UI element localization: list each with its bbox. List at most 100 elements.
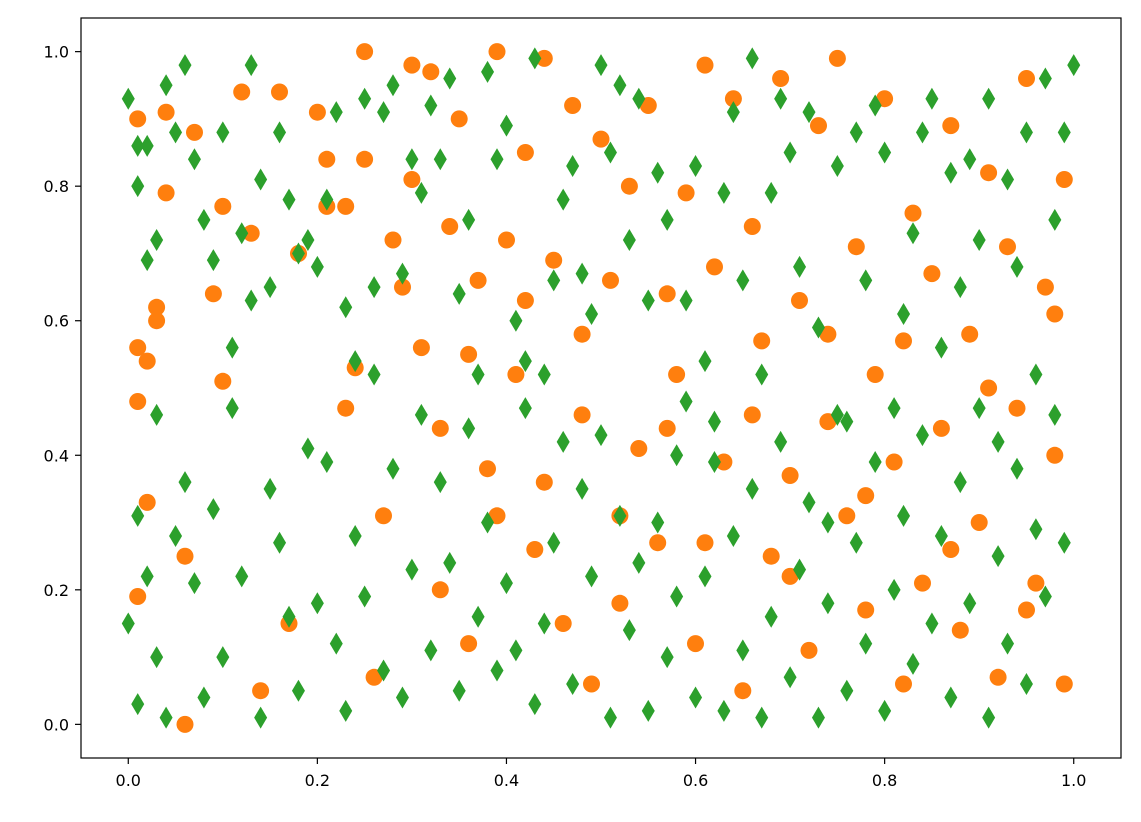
circle-point — [488, 43, 506, 61]
circle-point — [1055, 171, 1073, 188]
diamond-point — [944, 161, 958, 184]
circle-point — [403, 56, 421, 74]
diamond-point — [556, 188, 570, 211]
circle-point — [450, 110, 468, 128]
diamond-point — [660, 208, 674, 231]
diamond-point — [622, 619, 636, 642]
circle-point — [743, 406, 761, 424]
circle-point — [942, 541, 960, 558]
diamond-point — [150, 229, 164, 251]
diamond-point — [424, 639, 438, 662]
diamond-point — [811, 706, 825, 729]
plot-background — [81, 18, 1121, 758]
circle-point — [611, 594, 629, 612]
circle-point — [148, 298, 166, 316]
diamond-point — [670, 444, 684, 467]
circle-point — [923, 265, 941, 283]
diamond-point — [603, 141, 617, 164]
circle-point — [356, 43, 374, 61]
diamond-point — [953, 471, 967, 494]
diamond-point — [755, 706, 769, 729]
circle-point — [573, 325, 591, 343]
circle-point — [706, 258, 723, 276]
diamond-point — [1010, 255, 1024, 278]
diamond-point — [509, 639, 523, 662]
diamond-point — [121, 87, 135, 110]
diamond-point — [830, 403, 844, 426]
diamond-point — [764, 605, 778, 628]
diamond-point — [452, 679, 466, 702]
circle-point — [431, 581, 449, 599]
diamond-point — [915, 424, 929, 447]
diamond-point — [462, 417, 476, 440]
diamond-point — [859, 269, 873, 292]
diamond-point — [651, 161, 665, 184]
diamond-point — [358, 87, 372, 110]
diamond-point — [339, 296, 353, 319]
diamond-point — [641, 699, 655, 722]
diamond-point — [131, 504, 145, 527]
diamond-point — [140, 134, 154, 157]
diamond-point — [490, 659, 504, 682]
circle-point — [271, 83, 288, 101]
circle-point — [772, 70, 790, 87]
circle-point — [857, 487, 875, 505]
circle-point — [545, 251, 563, 269]
diamond-point — [150, 403, 164, 426]
diamond-point — [367, 276, 381, 299]
diamond-point — [556, 430, 570, 453]
diamond-point — [291, 242, 305, 265]
diamond-point — [291, 679, 305, 702]
diamond-point — [575, 477, 589, 500]
circle-point — [1018, 70, 1035, 87]
circle-point — [999, 238, 1016, 256]
diamond-point — [518, 397, 532, 420]
diamond-point — [187, 148, 201, 171]
diamond-point — [717, 699, 731, 722]
diamond-point — [518, 350, 532, 373]
diamond-point — [915, 121, 929, 144]
diamond-point — [585, 303, 599, 325]
circle-point — [791, 292, 808, 309]
circle-point — [129, 393, 147, 410]
diamond-point — [859, 632, 873, 655]
diamond-point — [537, 612, 551, 635]
circle-point — [1055, 675, 1073, 693]
series-diamond — [121, 47, 1081, 729]
circle-point — [498, 231, 515, 249]
diamond-point — [528, 47, 542, 70]
circle-point — [356, 150, 374, 168]
diamond-point — [537, 363, 551, 386]
circle-point — [214, 372, 232, 390]
circle-point — [129, 588, 147, 605]
diamond-point — [632, 551, 646, 574]
diamond-point — [320, 188, 334, 211]
circle-point — [337, 399, 355, 417]
circle-point — [1046, 305, 1064, 323]
diamond-point — [1038, 585, 1052, 608]
diamond-point — [131, 693, 145, 716]
circle-point — [620, 177, 638, 195]
diamond-point — [216, 646, 230, 669]
series-circle — [129, 43, 1073, 733]
diamond-point — [811, 316, 825, 339]
diamond-point — [377, 101, 391, 124]
diamond-point — [698, 350, 712, 373]
circle-point — [1036, 278, 1054, 296]
diamond-point — [1019, 121, 1033, 144]
diamond-point — [1067, 54, 1081, 77]
circle-point — [942, 117, 960, 135]
diamond-point — [726, 525, 740, 547]
diamond-point — [783, 666, 797, 689]
diamond-point — [282, 188, 296, 211]
diamond-point — [717, 181, 731, 204]
diamond-point — [273, 121, 287, 144]
diamond-point — [566, 673, 580, 695]
diamond-point — [906, 222, 920, 245]
diamond-point — [235, 222, 249, 245]
circle-point — [129, 110, 147, 128]
diamond-point — [821, 592, 835, 615]
diamond-point — [424, 94, 438, 117]
diamond-point — [244, 54, 258, 77]
